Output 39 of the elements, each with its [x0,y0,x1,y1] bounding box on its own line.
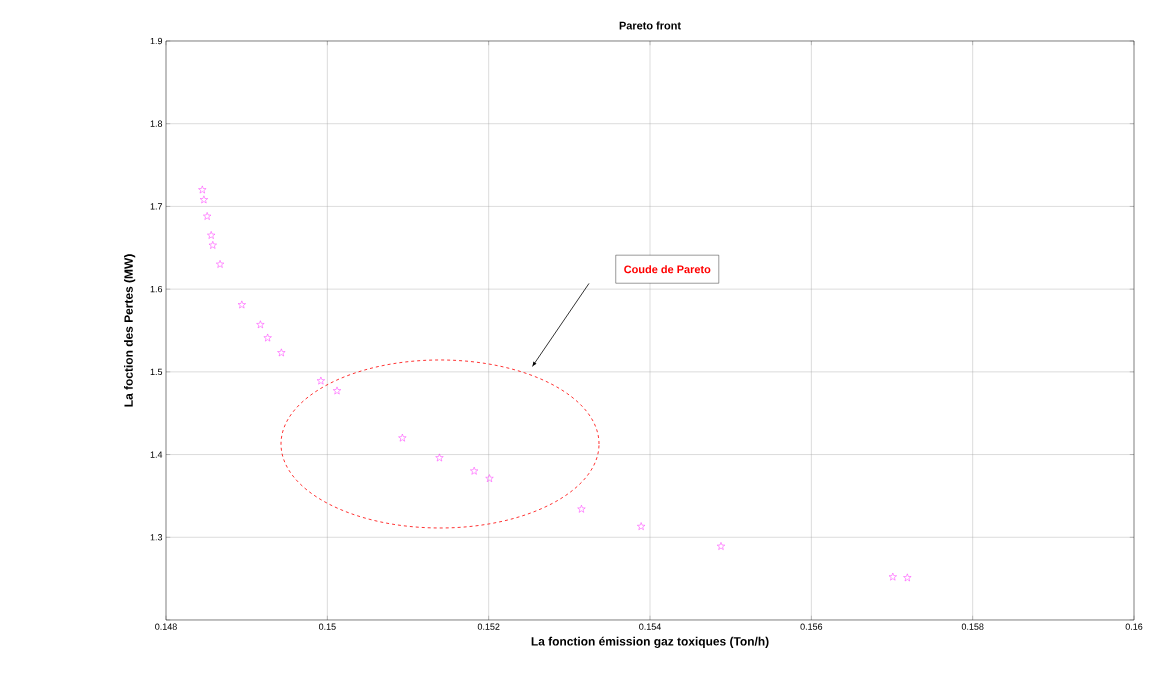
y-tick-label: 1.8 [150,120,163,127]
y-tick-label: 1.5 [150,368,163,375]
point [207,231,216,239]
point [903,573,912,582]
point [717,542,725,550]
x-tick-label: 0.158 [961,623,984,630]
x-axis-title: La fonction émission gaz toxiques (Ton/h) [531,636,769,648]
point [316,376,325,385]
y-tick-label: 1.9 [150,37,163,45]
x-tick-label: 0.156 [800,623,823,630]
point [435,453,444,462]
point [333,386,342,395]
point [208,241,217,249]
point [577,504,586,513]
point [237,300,246,309]
point [637,522,646,530]
point [470,466,479,475]
y-tick-label: 1.4 [150,451,163,458]
x-tick-label: 0.148 [155,623,177,630]
point [398,433,407,442]
point [216,260,225,268]
chart-title: Pareto front [619,21,681,30]
x-tick-label: 0.16 [1125,623,1143,630]
y-tick-label: 1.6 [150,285,163,293]
x-tick-label: 0.152 [477,623,500,630]
x-tick-label: 0.154 [639,623,661,630]
y-axis-title: La foction des Pertes (MW) [124,254,136,407]
point [485,474,494,482]
x-tick-label: 0.15 [318,623,336,630]
point [263,333,272,342]
point [198,185,207,194]
point [888,572,897,581]
point [256,320,265,329]
y-tick-label: 1.7 [150,203,163,210]
y-tick-label: 1.3 [150,534,163,541]
point [199,195,208,204]
point [277,348,286,357]
annotation: Coude de Pareto [624,265,711,274]
point [203,212,212,220]
